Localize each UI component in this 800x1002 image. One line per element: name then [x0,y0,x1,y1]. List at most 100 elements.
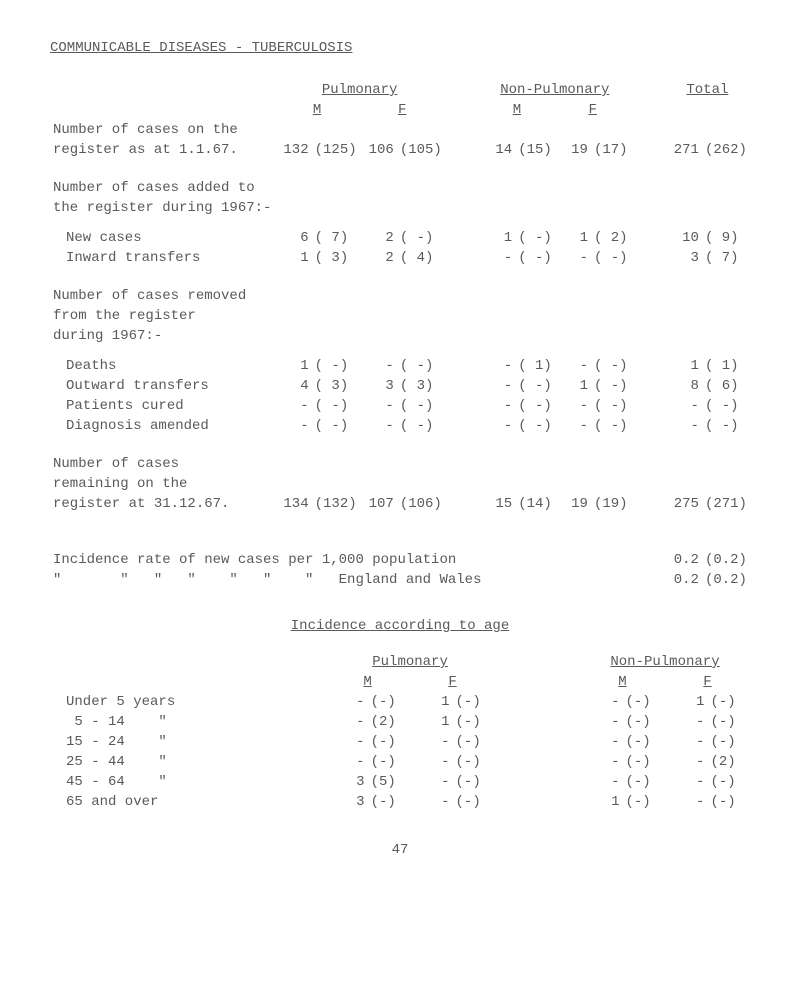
cell: 1 [555,228,591,248]
label: 5 - 14 " [50,712,325,732]
cell: (5) [368,772,410,792]
cell: - [555,356,591,376]
cell: 106 [360,140,397,160]
page-title: COMMUNICABLE DISEASES - TUBERCULOSIS [50,40,750,56]
sec2-line2: the register during 1967:- [50,198,274,218]
main-table: Pulmonary Non-Pulmonary Total M F M F Nu… [50,80,750,590]
cell: ( 7) [312,228,360,248]
cell: 4 [274,376,311,396]
cell: (-) [453,732,495,752]
row-new-cases: New cases 6( 7) 2( -) 1( -) 1( 2) 10( 9) [50,228,750,248]
row-diagnosis: Diagnosis amended -( -) -( -) -( -) -( -… [50,416,750,436]
cell: (2) [707,752,750,772]
cell: ( -) [591,356,631,376]
cell: (-) [707,712,750,732]
cell: - [479,356,515,376]
sec3-line1: Number of cases removed [50,286,274,306]
cell: 1 [274,248,311,268]
label: Patients cured [50,396,274,416]
cell: - [479,248,515,268]
cell: ( -) [591,376,631,396]
cell: ( 4) [397,248,445,268]
cell: 107 [360,494,397,514]
hdr-m: M [479,100,555,120]
cell: 1 [665,692,707,712]
cell: ( -) [702,416,750,436]
cell: 1 [580,792,622,812]
label: Inward transfers [50,248,274,268]
cell: 275 [665,494,702,514]
cell: - [580,692,622,712]
cell: - [360,416,397,436]
cell: - [325,752,367,772]
cell: ( -) [515,376,555,396]
cell: ( -) [515,228,555,248]
cell: ( 6) [702,376,750,396]
cell: 0.2 [665,570,702,590]
label: New cases [50,228,274,248]
cell: 8 [665,376,702,396]
page-number: 47 [50,842,750,858]
label: Incidence rate of new cases per 1,000 po… [50,550,665,570]
cell: (0.2) [702,570,750,590]
cell: - [410,752,452,772]
cell: ( -) [515,248,555,268]
cell: ( 1) [515,356,555,376]
cell: - [555,248,591,268]
cell: 3 [360,376,397,396]
cell: (-) [707,792,750,812]
cell: (106) [397,494,445,514]
hdr-f: F [410,672,495,692]
age-row: 15 - 24 "-(-)-(-)-(-)-(-) [50,732,750,752]
row-outward: Outward transfers 4( 3) 3( 3) -( -) 1( -… [50,376,750,396]
cell: - [479,396,515,416]
row-cured: Patients cured -( -) -( -) -( -) -( -) -… [50,396,750,416]
cell: 1 [274,356,311,376]
age-row: 5 - 14 "-(2)1(-)-(-)-(-) [50,712,750,732]
cell: (-) [368,752,410,772]
cell: (125) [312,140,360,160]
cell: ( -) [312,396,360,416]
cell: (-) [622,712,664,732]
age-row: Under 5 years-(-)1(-)-(-)1(-) [50,692,750,712]
cell: 19 [555,494,591,514]
age-table: Pulmonary Non-Pulmonary M F M F Under 5 … [50,652,750,812]
cell: - [580,772,622,792]
cell: ( 9) [702,228,750,248]
hdr-m: M [580,672,665,692]
cell: (17) [591,140,631,160]
cell: ( 3) [312,248,360,268]
cell: (-) [622,732,664,752]
cell: ( 3) [397,376,445,396]
cell: (19) [591,494,631,514]
cell: ( 3) [312,376,360,396]
cell: 1 [555,376,591,396]
cell: ( -) [312,416,360,436]
hdr-nonpulmonary: Non-Pulmonary [479,80,631,100]
row1b-label: register as at 1.1.67. [50,140,274,160]
cell: (-) [622,792,664,812]
cell: (-) [453,712,495,732]
cell: (-) [453,752,495,772]
cell: - [479,416,515,436]
row-incidence-2: " " " " " " " England and Wales 0.2 (0.2… [50,570,750,590]
cell: (-) [368,792,410,812]
cell: - [410,792,452,812]
label: Outward transfers [50,376,274,396]
hdr-f: F [555,100,631,120]
cell: (15) [515,140,555,160]
cell: (105) [397,140,445,160]
row-inward: Inward transfers 1( 3) 2( 4) -( -) -( -)… [50,248,750,268]
cell: - [410,732,452,752]
cell: ( -) [312,356,360,376]
cell: ( -) [702,396,750,416]
cell: 19 [555,140,591,160]
cell: (-) [707,732,750,752]
cell: ( -) [515,416,555,436]
sec4-line1: Number of cases [50,454,274,474]
cell: 14 [479,140,515,160]
cell: (-) [622,772,664,792]
cell: - [360,396,397,416]
hdr-total: Total [665,80,750,100]
label: " " " " " " " England and Wales [50,570,665,590]
